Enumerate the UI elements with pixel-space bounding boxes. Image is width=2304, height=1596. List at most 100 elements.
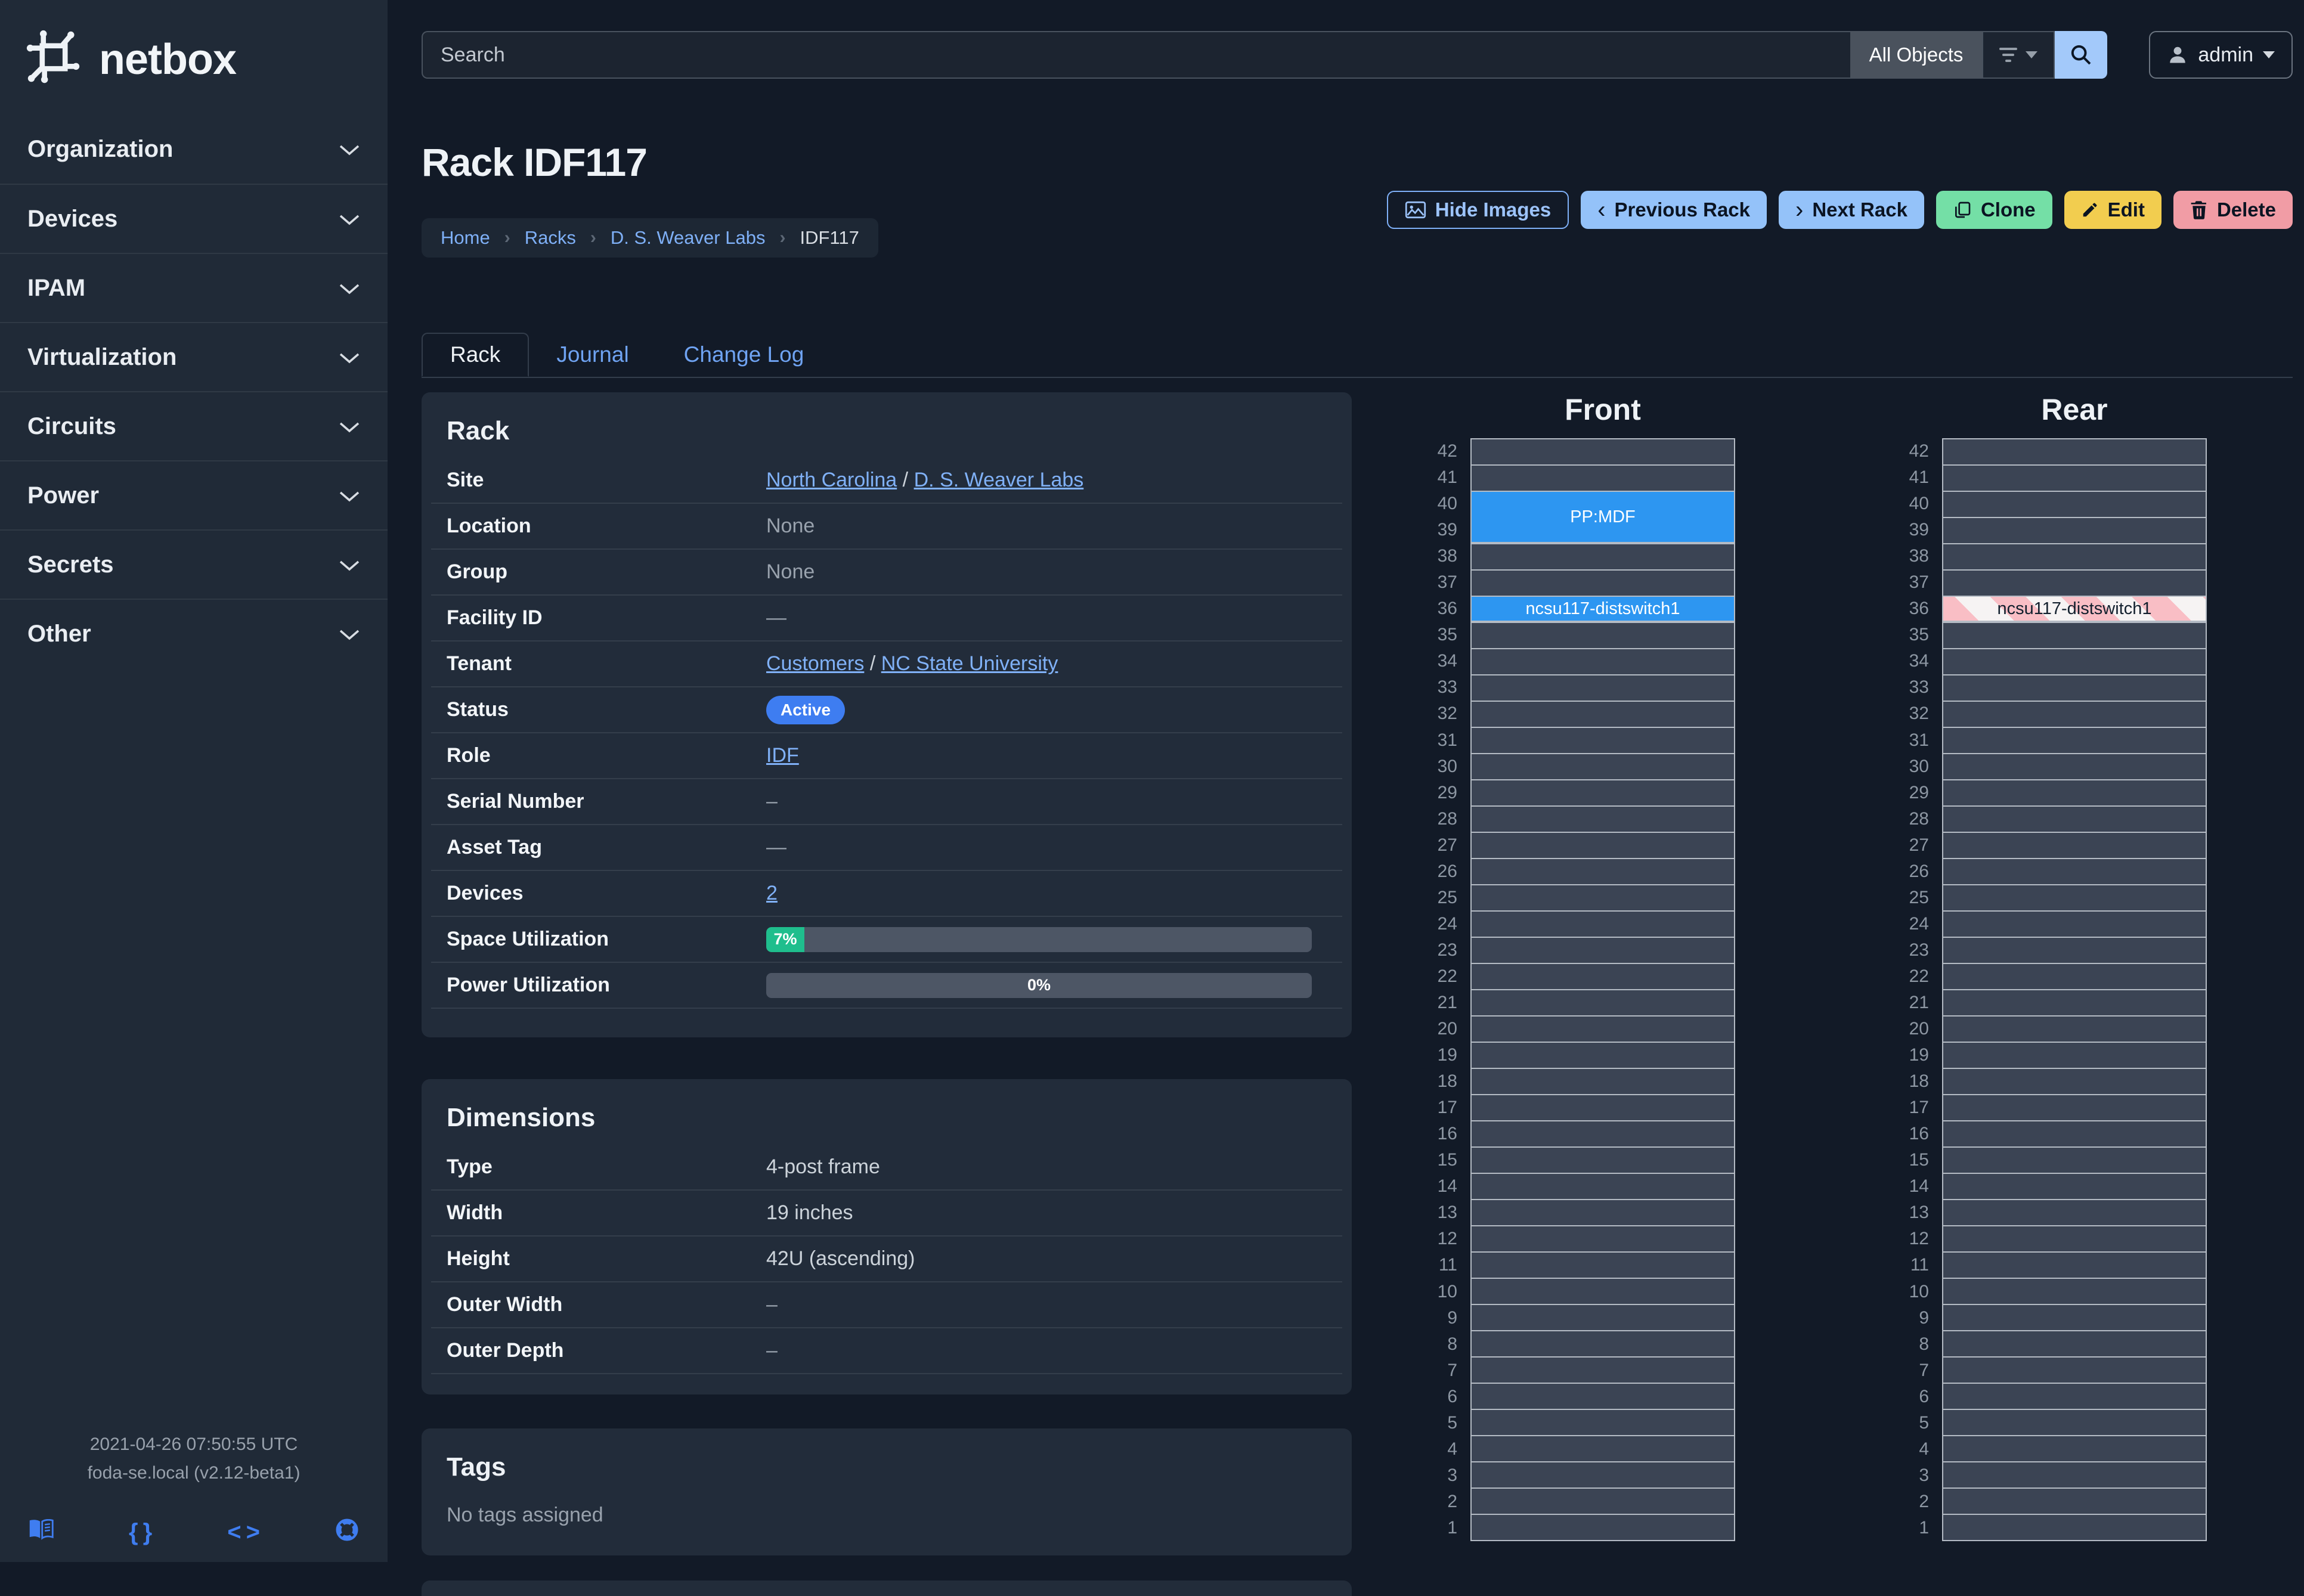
rack-slot-u19[interactable] xyxy=(1942,1042,2207,1069)
search-filter-button[interactable] xyxy=(1982,31,2055,79)
rack-slot-u7[interactable] xyxy=(1942,1356,2207,1384)
rack-slot-u24[interactable] xyxy=(1470,910,1735,938)
rack-slot-u33[interactable] xyxy=(1942,674,2207,702)
sidebar-item-power[interactable]: Power xyxy=(0,460,388,529)
docs-book-icon[interactable] xyxy=(29,1518,54,1545)
rack-slot-u3[interactable] xyxy=(1470,1461,1735,1489)
breadcrumb-home[interactable]: Home xyxy=(441,227,490,248)
rack-slot-u30[interactable] xyxy=(1942,753,2207,780)
rack-slot-u23[interactable] xyxy=(1470,937,1735,964)
rack-device-pp-mdf[interactable]: PP:MDF xyxy=(1470,491,1735,544)
rack-slot-u26[interactable] xyxy=(1942,858,2207,885)
rack-slot-u6[interactable] xyxy=(1942,1383,2207,1410)
rack-slot-u22[interactable] xyxy=(1470,963,1735,990)
rack-slot-u34[interactable] xyxy=(1942,648,2207,675)
rack-slot-u11[interactable] xyxy=(1942,1251,2207,1279)
rack-slot-u38[interactable] xyxy=(1942,543,2207,571)
code-brackets-icon[interactable]: < > xyxy=(227,1518,260,1545)
delete-button[interactable]: Delete xyxy=(2173,191,2293,229)
rack-slot-u41[interactable] xyxy=(1942,464,2207,492)
sidebar-item-devices[interactable]: Devices xyxy=(0,184,388,253)
rack-slot-u29[interactable] xyxy=(1470,779,1735,807)
rack-slot-u23[interactable] xyxy=(1942,937,2207,964)
rack-slot-u25[interactable] xyxy=(1470,884,1735,912)
rack-slot-u37[interactable] xyxy=(1470,569,1735,597)
rack-slot-u17[interactable] xyxy=(1470,1094,1735,1121)
help-lifebuoy-icon[interactable] xyxy=(335,1518,359,1547)
rack-slot-u40[interactable] xyxy=(1942,491,2207,518)
rack-slot-u4[interactable] xyxy=(1942,1435,2207,1462)
sidebar-item-secrets[interactable]: Secrets xyxy=(0,529,388,599)
rack-slot-u12[interactable] xyxy=(1942,1225,2207,1253)
tab-change-log[interactable]: Change Log xyxy=(683,342,804,367)
rack-slot-u31[interactable] xyxy=(1942,727,2207,754)
rack-slot-u34[interactable] xyxy=(1470,648,1735,675)
previous-rack-button[interactable]: ‹ Previous Rack xyxy=(1581,191,1767,229)
rack-slot-u14[interactable] xyxy=(1470,1173,1735,1200)
rack-slot-u8[interactable] xyxy=(1470,1330,1735,1358)
breadcrumb-racks[interactable]: Racks xyxy=(524,227,576,248)
site-link[interactable]: D. S. Weaver Labs xyxy=(913,469,1084,491)
sidebar-item-other[interactable]: Other xyxy=(0,599,388,668)
rack-slot-u15[interactable] xyxy=(1942,1146,2207,1174)
rack-slot-u6[interactable] xyxy=(1470,1383,1735,1410)
rack-slot-u13[interactable] xyxy=(1942,1199,2207,1226)
rack-slot-u20[interactable] xyxy=(1942,1015,2207,1043)
rack-slot-u32[interactable] xyxy=(1470,701,1735,728)
rack-slot-u35[interactable] xyxy=(1942,622,2207,649)
role-link[interactable]: IDF xyxy=(766,744,799,767)
rack-slot-u27[interactable] xyxy=(1470,832,1735,859)
rack-slot-u28[interactable] xyxy=(1470,805,1735,833)
rack-slot-u20[interactable] xyxy=(1470,1015,1735,1043)
rack-slot-u35[interactable] xyxy=(1470,622,1735,649)
rack-slot-u21[interactable] xyxy=(1942,989,2207,1017)
rack-slot-u37[interactable] xyxy=(1942,569,2207,597)
rack-slot-u33[interactable] xyxy=(1470,674,1735,702)
rack-slot-u41[interactable] xyxy=(1470,464,1735,492)
rack-device-ncsu117-distswitch1[interactable]: ncsu117-distswitch1 xyxy=(1942,596,2207,622)
rack-slot-u1[interactable] xyxy=(1942,1514,2207,1541)
next-rack-button[interactable]: › Next Rack xyxy=(1779,191,1924,229)
search-button[interactable] xyxy=(2055,31,2108,79)
rack-slot-u16[interactable] xyxy=(1942,1120,2207,1148)
rack-slot-u24[interactable] xyxy=(1942,910,2207,938)
clone-button[interactable]: Clone xyxy=(1936,191,2052,229)
breadcrumb-d-s-weaver-labs[interactable]: D. S. Weaver Labs xyxy=(610,227,766,248)
rack-device-ncsu117-distswitch1[interactable]: ncsu117-distswitch1 xyxy=(1470,596,1735,622)
rack-slot-u4[interactable] xyxy=(1470,1435,1735,1462)
rack-slot-u18[interactable] xyxy=(1942,1068,2207,1095)
rack-slot-u32[interactable] xyxy=(1942,701,2207,728)
rack-slot-u42[interactable] xyxy=(1470,438,1735,466)
rack-slot-u8[interactable] xyxy=(1942,1330,2207,1358)
sidebar-item-virtualization[interactable]: Virtualization xyxy=(0,322,388,391)
rack-slot-u31[interactable] xyxy=(1470,727,1735,754)
user-menu-button[interactable]: admin xyxy=(2149,31,2293,79)
rack-slot-u19[interactable] xyxy=(1470,1042,1735,1069)
rack-slot-u9[interactable] xyxy=(1942,1304,2207,1331)
rack-slot-u28[interactable] xyxy=(1942,805,2207,833)
rack-slot-u22[interactable] xyxy=(1942,963,2207,990)
netbox-logo[interactable]: netbox xyxy=(0,0,388,114)
rack-slot-u3[interactable] xyxy=(1942,1461,2207,1489)
tab-rack[interactable]: Rack xyxy=(422,333,529,377)
tab-journal[interactable]: Journal xyxy=(556,342,629,367)
rack-slot-u14[interactable] xyxy=(1942,1173,2207,1200)
rack-slot-u10[interactable] xyxy=(1470,1278,1735,1305)
rack-slot-u27[interactable] xyxy=(1942,832,2207,859)
rack-slot-u17[interactable] xyxy=(1942,1094,2207,1121)
edit-button[interactable]: Edit xyxy=(2064,191,2161,229)
search-scope-select[interactable]: All Objects xyxy=(1850,31,1983,79)
rack-slot-u29[interactable] xyxy=(1942,779,2207,807)
devices-count-link[interactable]: 2 xyxy=(766,882,778,904)
rack-slot-u2[interactable] xyxy=(1942,1487,2207,1515)
rack-slot-u39[interactable] xyxy=(1942,517,2207,544)
tenant-group-link[interactable]: Customers xyxy=(766,652,865,675)
sidebar-item-circuits[interactable]: Circuits xyxy=(0,391,388,460)
rack-slot-u18[interactable] xyxy=(1470,1068,1735,1095)
hide-images-button[interactable]: Hide Images xyxy=(1386,191,1569,229)
rack-slot-u7[interactable] xyxy=(1470,1356,1735,1384)
rack-slot-u38[interactable] xyxy=(1470,543,1735,571)
rack-slot-u16[interactable] xyxy=(1470,1120,1735,1148)
rack-slot-u5[interactable] xyxy=(1470,1409,1735,1436)
rack-slot-u30[interactable] xyxy=(1470,753,1735,780)
